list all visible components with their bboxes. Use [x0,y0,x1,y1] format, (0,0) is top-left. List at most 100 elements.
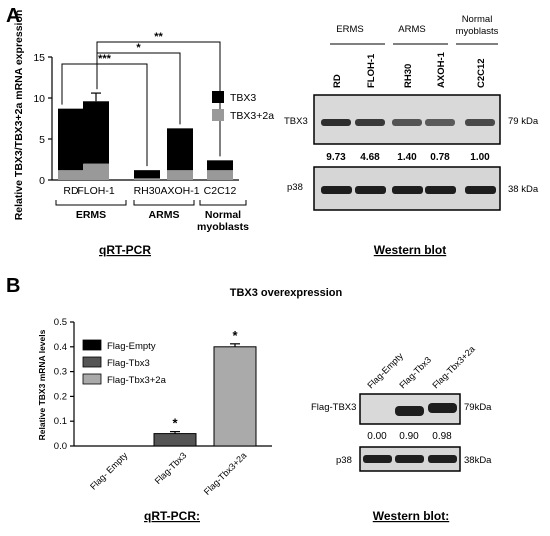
chart-b-title: TBX3 overexpression [230,287,343,299]
blot-a-lane-label: C2C12 [476,58,487,88]
bar-tbx3-2a [134,178,160,180]
blot-a-p38-band [465,186,496,194]
blot-a-row-label-p38: p38 [287,182,303,193]
blot-a-lane-label: FLOH-1 [366,53,377,88]
blot-a-ratio: 9.73 [326,152,346,163]
western-blot-a: ERMS ARMS Normal myoblasts RD FLOH-1 RH30 A… [284,14,539,257]
chart-a-xlabel: C2C12 [204,185,237,197]
chart-a-ylabel: Relative TBX3/TBX3+2a mRNA expression [13,10,25,221]
blot-a-tbx3-band [425,119,455,126]
blot-b-caption: Western blot: [373,509,449,523]
chart-b-legend-label: Flag-Tbx3+2a [107,375,167,386]
blot-b-flag-band [428,403,457,413]
chart-b-ylabel: Relative TBX3 mRNA levels [37,329,47,440]
chart-a-ytick-label: 10 [33,93,45,105]
chart-b-bar [214,347,256,446]
blot-b-p38-band [363,455,392,463]
significance-bracket [97,42,220,156]
significance-label: * [136,42,141,54]
blot-b-flag-band [395,406,424,416]
legend-label: TBX3+2a [230,110,274,122]
chart-b-legend-label: Flag-Tbx3 [107,358,150,369]
blot-b-lane-label: Flag-Tbx3+2a [430,344,477,391]
chart-b-legend-label: Flag-Empty [107,341,156,352]
blot-a-ratio: 1.40 [397,152,417,163]
blot-a-tbx3-band [321,119,351,126]
chart-b-legend-swatch [83,357,101,367]
blot-a-group-normal: Normal [462,14,493,25]
blot-a-caption: Western blot [374,243,446,257]
blot-a-group-arms: ARMS [398,24,425,35]
chart-b: Relative TBX3 mRNA levels 0.0 0.1 0.2 0.3 0.… [37,317,272,523]
bar-tbx3-2a [83,164,109,180]
blot-b-row-label-flag: Flag-TBX3 [311,402,356,413]
chart-b-ytick-label: 0.1 [54,416,67,427]
chart-a-xlabel: FLOH-1 [77,185,115,197]
group-bracket [200,200,246,205]
blot-b-ratio: 0.98 [432,431,452,442]
bar-tbx3 [207,160,233,170]
significance-label: *** [98,53,112,65]
blot-a-p38-band [321,186,352,194]
bar-tbx3 [167,128,193,170]
chart-b-ytick-label: 0.4 [54,342,67,353]
bar-tbx3 [58,109,84,171]
group-bracket [56,200,126,205]
chart-b-xlabel: Flag-Tbx3+2a [202,450,249,497]
blot-a-p38-band [392,186,423,194]
blot-a-tbx3-band [465,119,495,126]
significance-label: ** [154,31,163,43]
blot-a-tbx3-band [355,119,385,126]
bar-tbx3-2a [58,170,84,180]
blot-b-ratio: 0.90 [399,431,419,442]
bar-tbx3 [134,170,160,178]
panel-letter-b: B [6,275,20,297]
blot-b-ratio: 0.00 [367,431,387,442]
chart-a-xlabel: RH30 [134,185,161,197]
chart-a-xlabel: AXOH-1 [160,185,199,197]
blot-a-group-myoblasts: myoblasts [456,26,499,37]
chart-a-ytick-label: 5 [39,134,45,146]
chart-a-caption: qRT-PCR [99,243,151,257]
blot-a-size-38: 38 kDa [508,184,539,195]
blot-a-lane-label: RH30 [403,64,414,88]
blot-b-p38-band [428,455,457,463]
blot-a-group-erms: ERMS [336,24,363,35]
legend-swatch [212,109,224,121]
chart-b-xlabel: Flag- Empty [88,450,130,492]
blot-a-ratio: 4.68 [360,152,380,163]
blot-a-p38-band [355,186,386,194]
blot-b-row-label-p38: p38 [336,455,352,466]
blot-a-ratio: 0.78 [430,152,450,163]
chart-b-ytick-label: 0.5 [54,317,67,328]
chart-b-asterisk: * [172,416,178,431]
chart-a-ytick-label: 0 [39,175,45,187]
blot-a-lane-label: RD [332,74,343,88]
chart-b-legend-swatch [83,374,101,384]
legend-swatch [212,91,224,103]
chart-b-ytick-label: 0.3 [54,367,67,378]
blot-b-p38-band [395,455,424,463]
chart-b-legend-swatch [83,340,101,350]
blot-b-size-38: 38kDa [464,455,492,466]
legend-label: TBX3 [230,92,256,104]
chart-b-caption: qRT-PCR: [144,509,200,523]
blot-a-p38-band [425,186,456,194]
chart-a: Relative TBX3/TBX3+2a mRNA expression 0 5… [13,10,274,257]
blot-a-ratio: 1.00 [470,152,490,163]
chart-b-ytick-label: 0.0 [54,441,67,452]
chart-a-ytick-label: 15 [33,52,45,64]
group-label-erms: ERMS [76,209,106,221]
chart-b-bar [154,434,196,446]
chart-b-asterisk: * [232,328,238,343]
blot-a-lane-label: AXOH-1 [436,51,447,88]
bar-tbx3 [83,101,109,163]
blot-a-tbx3-band [392,119,422,126]
chart-b-ytick-label: 0.2 [54,391,67,402]
group-label-arms: ARMS [149,209,180,221]
blot-b-size-79: 79kDa [464,402,492,413]
bar-tbx3-2a [167,170,193,180]
